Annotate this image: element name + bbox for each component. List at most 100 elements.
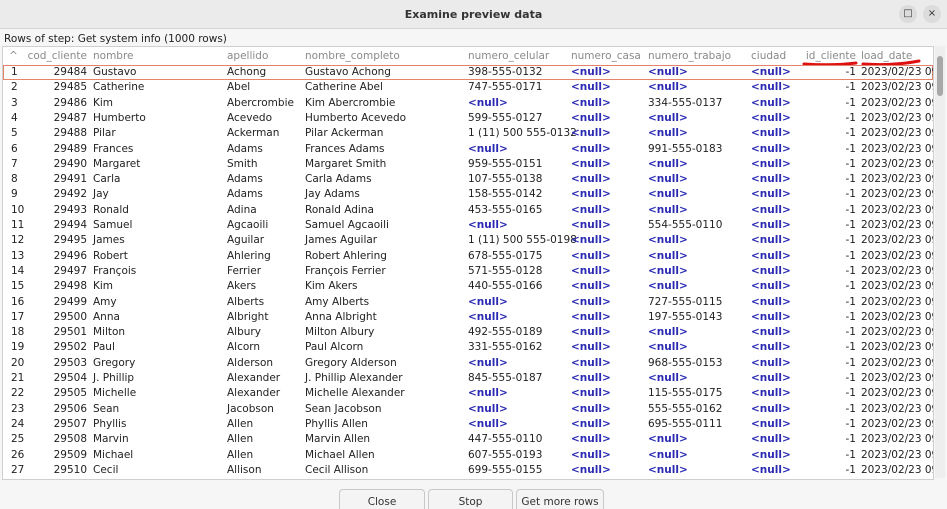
- table-cell: Allen: [227, 417, 254, 430]
- table-cell: 2023/02/23 09:16:: [861, 326, 933, 339]
- table-cell: Ackerman: [227, 127, 280, 140]
- maximize-button[interactable]: □: [899, 5, 917, 23]
- table-cell: <null>: [571, 96, 611, 109]
- table-cell: 2023/02/23 09:16:: [861, 96, 933, 109]
- table-row[interactable]: 1 29484 Gustavo Achong Gustavo Achong 398-555…: [3, 65, 933, 80]
- table-cell: Ahlering: [227, 249, 271, 262]
- table-cell: -1: [845, 326, 856, 339]
- table-cell: <null>: [571, 66, 611, 78]
- table-cell: 331-555-0162: [468, 341, 543, 354]
- table-row[interactable]: 21 29504 J. Phillip Alexander J. Phillip Ale…: [3, 371, 933, 386]
- table-cell: 555-555-0162: [648, 402, 723, 415]
- column-header[interactable]: numero_casa: [571, 50, 641, 62]
- table-cell: <null>: [648, 173, 688, 186]
- table-row[interactable]: 2 29485 Catherine Abel Catherine Abel 747-555…: [3, 80, 933, 95]
- table-cell: 2023/02/23 09:16:: [861, 387, 933, 400]
- column-header[interactable]: nombre_completo: [305, 50, 400, 62]
- table-row[interactable]: 12 29495 James Aguilar James Aguilar 1 (11) 5…: [3, 233, 933, 248]
- table-cell: -1: [845, 387, 856, 400]
- table-cell: <null>: [571, 433, 611, 446]
- table-row[interactable]: 20 29503 Gregory Alderson Gregory Alderson <n…: [3, 356, 933, 371]
- table-cell: 2023/02/23 09:16:: [861, 463, 933, 476]
- table-row[interactable]: 16 29499 Amy Alberts Amy Alberts <null> <null>…: [3, 295, 933, 310]
- table-cell: <null>: [751, 142, 791, 155]
- table-cell: Jay Adams: [305, 188, 360, 201]
- table-cell: 29498: [53, 280, 87, 293]
- table-cell: -1: [845, 111, 856, 124]
- table-row[interactable]: 23 29506 Sean Jacobson Sean Jacobson <null> <n…: [3, 402, 933, 417]
- row-number: 21: [11, 372, 25, 384]
- column-header[interactable]: cod_cliente: [27, 50, 87, 62]
- table-row[interactable]: 15 29498 Kim Akers Kim Akers 440-555-0166 <nul…: [3, 279, 933, 294]
- table-row[interactable]: 6 29489 Frances Adams Frances Adams <null> <nu…: [3, 142, 933, 157]
- row-number: 3: [11, 96, 18, 109]
- column-header[interactable]: ciudad: [751, 50, 787, 62]
- table-row[interactable]: 3 29486 Kim Abercrombie Kim Abercrombie <null…: [3, 96, 933, 111]
- table-row[interactable]: 8 29491 Carla Adams Carla Adams 107-555-0138 <…: [3, 172, 933, 187]
- table-row[interactable]: 22 29505 Michelle Alexander Michelle Alexand…: [3, 386, 933, 401]
- table-row[interactable]: 18 29501 Milton Albury Milton Albury 492-555-…: [3, 325, 933, 340]
- table-row[interactable]: 25 29508 Marvin Allen Marvin Allen 447-555-01…: [3, 432, 933, 447]
- column-header[interactable]: numero_trabajo: [648, 50, 732, 62]
- table-cell: Ronald Adina: [305, 203, 374, 216]
- column-header[interactable]: load_date: [861, 50, 913, 62]
- table-row[interactable]: 26 29509 Michael Allen Michael Allen 607-555-…: [3, 448, 933, 463]
- table-cell: 158-555-0142: [468, 188, 543, 201]
- table-row[interactable]: 7 29490 Margaret Smith Margaret Smith 959-555…: [3, 157, 933, 172]
- table-cell: Smith: [227, 157, 258, 170]
- row-number: 11: [11, 219, 25, 231]
- row-number: 8: [11, 173, 18, 186]
- close-window-button[interactable]: ×: [923, 5, 941, 23]
- table-cell: Alexander: [227, 387, 281, 400]
- button[interactable]: Stop: [428, 489, 513, 509]
- table-row[interactable]: 14 29497 François Ferrier François Ferrier 57…: [3, 264, 933, 279]
- row-number: 22: [11, 387, 25, 400]
- table-row[interactable]: 11 29494 Samuel Agcaoili Samuel Agcaoili <nul…: [3, 218, 933, 233]
- table-cell: Paul Alcorn: [305, 341, 364, 354]
- table-row[interactable]: 10 29493 Ronald Adina Ronald Adina 453-555-01…: [3, 203, 933, 218]
- column-header[interactable]: apellido: [227, 50, 269, 62]
- table-cell: Albright: [227, 310, 269, 323]
- table-cell: Kim: [93, 96, 114, 109]
- table-cell: <null>: [571, 234, 611, 247]
- table-cell: Albury: [227, 326, 261, 339]
- table-cell: 2023/02/23 09:16:: [861, 249, 933, 262]
- table-row[interactable]: 13 29496 Robert Ahlering Robert Ahlering 678-…: [3, 249, 933, 264]
- table-cell: Humberto: [93, 111, 146, 124]
- table-cell: -1: [845, 433, 856, 446]
- table-cell: 29493: [53, 203, 87, 216]
- table-cell: Michael Allen: [305, 448, 375, 461]
- table-row[interactable]: 27 29510 Cecil Allison Cecil Allison 699-555-…: [3, 463, 933, 478]
- table-cell: Acevedo: [227, 111, 272, 124]
- table-cell: J. Phillip Alexander: [305, 372, 403, 384]
- column-header[interactable]: numero_celular: [468, 50, 550, 62]
- row-number: 19: [11, 341, 25, 354]
- table-row[interactable]: 19 29502 Paul Alcorn Paul Alcorn 331-555-0162…: [3, 340, 933, 355]
- table-cell: -1: [845, 372, 856, 384]
- row-number: 27: [11, 463, 25, 476]
- table-cell: Phyllis: [93, 417, 127, 430]
- table-row[interactable]: 17 29500 Anna Albright Anna Albright <null> <n…: [3, 310, 933, 325]
- table-cell: <null>: [571, 142, 611, 155]
- button[interactable]: Close: [339, 489, 425, 509]
- data-grid: ^ cod_cliente nombre apellido nombre_comple…: [2, 46, 934, 480]
- button[interactable]: Get more rows: [516, 489, 604, 509]
- table-row[interactable]: 5 29488 Pilar Ackerman Pilar Ackerman 1 (11) …: [3, 126, 933, 141]
- column-header[interactable]: nombre: [93, 50, 134, 62]
- sort-indicator: ^: [9, 50, 18, 62]
- scrollbar[interactable]: [935, 46, 945, 478]
- scroll-thumb[interactable]: [937, 56, 943, 96]
- table-row[interactable]: 24 29507 Phyllis Allen Phyllis Allen <null> <n…: [3, 417, 933, 432]
- column-header[interactable]: id_cliente: [805, 50, 856, 62]
- table-cell: 29503: [53, 356, 87, 369]
- table-cell: <null>: [571, 219, 611, 231]
- table-cell: <null>: [751, 372, 791, 384]
- table-cell: 727-555-0115: [648, 295, 723, 308]
- table-row[interactable]: 4 29487 Humberto Acevedo Humberto Acevedo 599…: [3, 111, 933, 126]
- table-cell: 2023/02/23 09:16:: [861, 417, 933, 430]
- table-cell: 678-555-0175: [468, 249, 543, 262]
- table-cell: <null>: [571, 127, 611, 140]
- table-row[interactable]: 9 29492 Jay Adams Jay Adams 158-555-0142 <null…: [3, 187, 933, 202]
- table-cell: 2023/02/23 09:16:: [861, 402, 933, 415]
- table-cell: 29494: [53, 219, 87, 231]
